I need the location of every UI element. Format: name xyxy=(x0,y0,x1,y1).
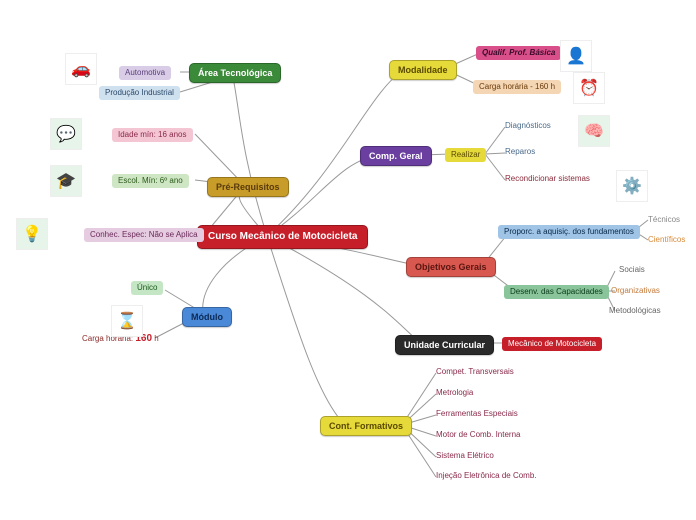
leaf-diag: Diagnósticos xyxy=(505,121,551,131)
leaf-sist: Sistema Elétrico xyxy=(436,451,494,461)
pill-automotiva[interactable]: Automotiva xyxy=(119,66,171,80)
pill-carga160[interactable]: Carga horária - 160 h xyxy=(473,80,561,94)
gear-icon: ⚙️ xyxy=(616,170,648,202)
node-objetivos[interactable]: Objetivos Gerais xyxy=(406,257,496,277)
center-node[interactable]: Curso Mecânico de Motocicleta xyxy=(197,225,368,249)
car-icon: 🚗 xyxy=(65,53,97,85)
pill-realizar[interactable]: Realizar xyxy=(445,148,486,162)
leaf-sociais: Sociais xyxy=(619,265,645,275)
node-contform[interactable]: Cont. Formativos xyxy=(320,416,412,436)
node-modalidade[interactable]: Modalidade xyxy=(389,60,457,80)
leaf-tecnicos: Técnicos xyxy=(648,215,680,225)
node-compgeral[interactable]: Comp. Geral xyxy=(360,146,432,166)
leaf-motor: Motor de Comb. Interna xyxy=(436,430,520,440)
pill-unico[interactable]: Único xyxy=(131,281,163,295)
pill-proporc[interactable]: Proporc. a aquisiç. dos fundamentos xyxy=(498,225,640,239)
node-area[interactable]: Área Tecnológica xyxy=(189,63,281,83)
pill-mecanico[interactable]: Mecânico de Motocicleta xyxy=(502,337,602,351)
chat-icon: 💬 xyxy=(50,118,82,150)
clock-icon: ⏰ xyxy=(573,72,605,104)
leaf-cient: Científicos xyxy=(648,235,685,245)
leaf-compet: Compet. Transversais xyxy=(436,367,514,377)
leaf-reparos: Reparos xyxy=(505,147,535,157)
leaf-organiz: Organizativas xyxy=(611,286,660,296)
grad-icon: 🎓 xyxy=(50,165,82,197)
leaf-recond: Recondicionar sistemas xyxy=(505,174,590,184)
leaf-metod: Metodológicas xyxy=(609,306,661,316)
pill-idade[interactable]: Idade mín: 16 anos xyxy=(112,128,193,142)
pill-qualif[interactable]: Qualif. Prof. Básica xyxy=(476,46,561,60)
pill-conhec[interactable]: Conhec. Espec: Não se Aplica xyxy=(84,228,204,242)
leaf-metrol: Metrologia xyxy=(436,388,473,398)
node-prereq[interactable]: Pré-Requisitos xyxy=(207,177,289,197)
person-icon: 👤 xyxy=(560,40,592,72)
node-unidade[interactable]: Unidade Curricular xyxy=(395,335,494,355)
brain-icon: 🧠 xyxy=(578,115,610,147)
pill-desenv[interactable]: Desenv. das Capacidades xyxy=(504,285,609,299)
leaf-injecao: Injeção Eletrônica de Comb. xyxy=(436,471,537,481)
pill-escol[interactable]: Escol. Mín: 6º ano xyxy=(112,174,189,188)
node-modulo[interactable]: Módulo xyxy=(182,307,232,327)
pill-prodind[interactable]: Produção Industrial xyxy=(99,86,180,100)
leaf-ferram: Ferramentas Especiais xyxy=(436,409,518,419)
hour-icon: ⌛ xyxy=(111,305,143,337)
mindmap-canvas: Curso Mecânico de Motocicleta Área Tecnol… xyxy=(0,0,696,520)
lamp-icon: 💡 xyxy=(16,218,48,250)
